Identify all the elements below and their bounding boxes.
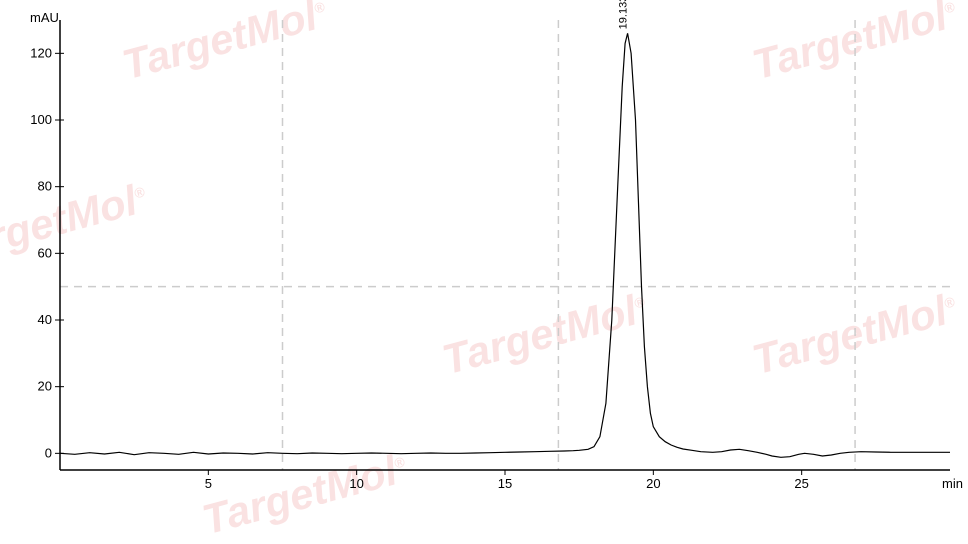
svg-text:80: 80 <box>38 179 52 194</box>
svg-text:19.133: 19.133 <box>618 0 630 29</box>
svg-text:0: 0 <box>45 445 52 460</box>
svg-text:min: min <box>942 476 963 491</box>
svg-text:5: 5 <box>205 476 212 491</box>
svg-text:mAU: mAU <box>30 10 59 25</box>
svg-text:60: 60 <box>38 245 52 260</box>
svg-text:25: 25 <box>794 476 808 491</box>
svg-text:20: 20 <box>38 379 52 394</box>
svg-text:10: 10 <box>349 476 363 491</box>
chromatogram-chart: TargetMol® TargetMol® TargetMol® TargetM… <box>0 0 968 512</box>
svg-text:20: 20 <box>646 476 660 491</box>
svg-text:120: 120 <box>30 45 52 60</box>
svg-text:100: 100 <box>30 112 52 127</box>
svg-text:15: 15 <box>498 476 512 491</box>
chart-svg: 0 20 40 60 80 100 120 5 10 15 20 25 mAU min 19.133 <box>0 0 968 512</box>
svg-text:40: 40 <box>38 312 52 327</box>
